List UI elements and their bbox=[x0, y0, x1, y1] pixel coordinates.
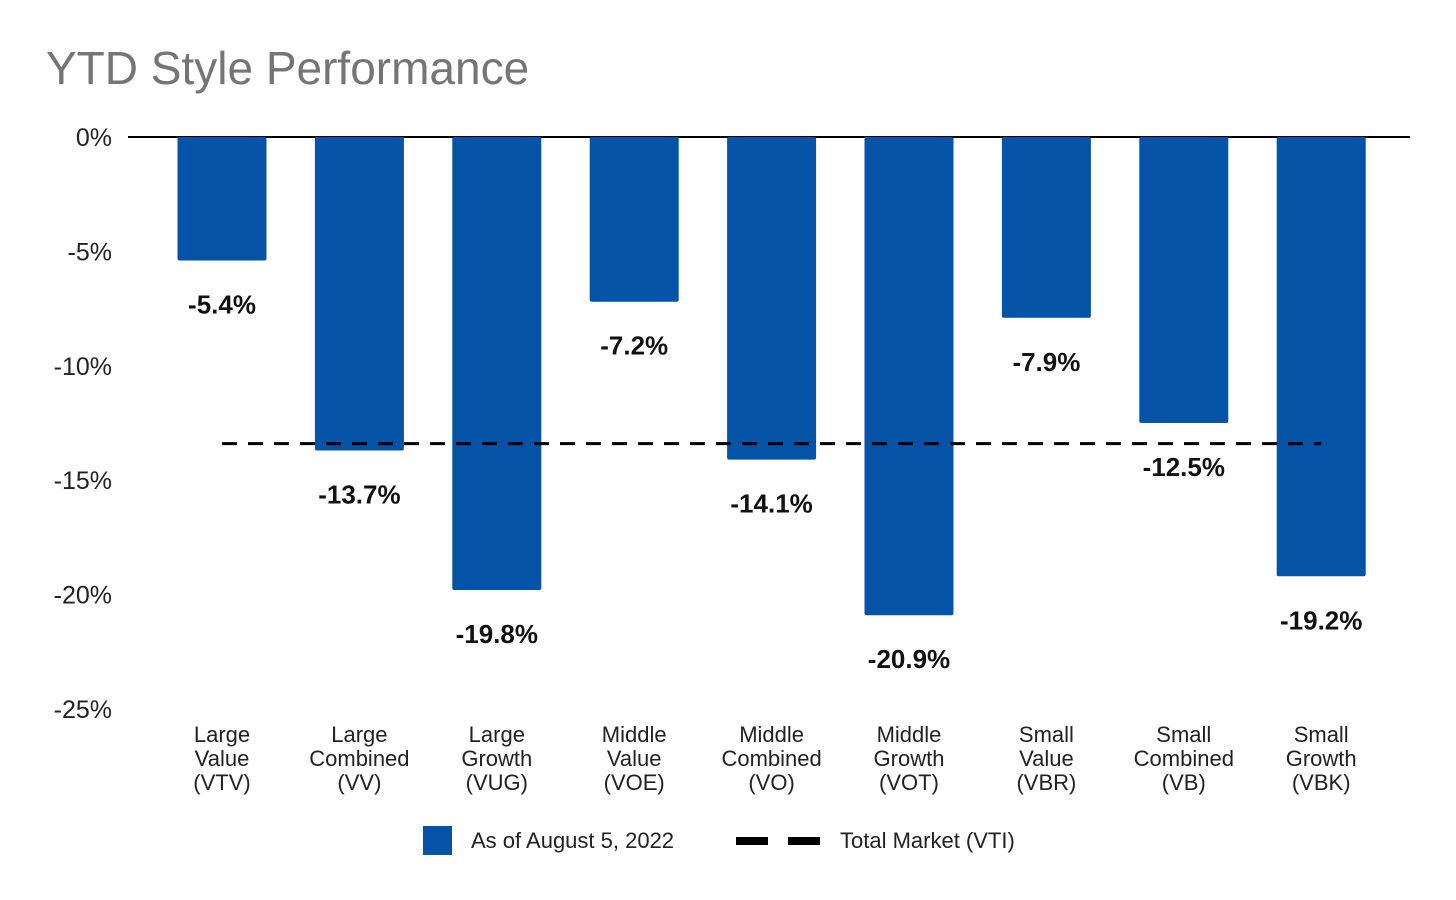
x-category-label: Middle Growth (VOT) bbox=[874, 722, 945, 795]
x-category-label: Middle Value (VOE) bbox=[602, 722, 667, 795]
legend-swatch-series bbox=[423, 826, 452, 855]
x-category-line: (VOE) bbox=[604, 770, 665, 795]
bar bbox=[1139, 137, 1229, 423]
x-category-label: Large Growth (VUG) bbox=[461, 722, 532, 795]
x-category-line: Large bbox=[331, 722, 387, 747]
x-category-line: Small bbox=[1294, 722, 1349, 747]
y-tick-label: -25% bbox=[54, 696, 112, 724]
x-category-line: Large bbox=[194, 722, 250, 747]
x-axis: Large Value (VTV)Large Combined (VV)Large Gro… bbox=[193, 722, 1356, 795]
legend-label-series: As of August 5, 2022 bbox=[471, 828, 674, 853]
x-category-line: Small bbox=[1019, 722, 1074, 747]
x-category-label: Small Value (VBR) bbox=[1016, 722, 1076, 795]
x-category-line: Small bbox=[1156, 722, 1211, 747]
x-category-line: (VOT) bbox=[879, 770, 939, 795]
data-label: -19.2% bbox=[1280, 605, 1362, 635]
legend-label-reference: Total Market (VTI) bbox=[840, 828, 1015, 853]
bar bbox=[452, 137, 542, 591]
data-label: -7.9% bbox=[1012, 347, 1080, 377]
bars bbox=[177, 137, 1366, 616]
y-tick-label: -5% bbox=[68, 238, 112, 266]
y-tick-label: 0% bbox=[76, 124, 112, 152]
x-category-line: Value bbox=[1019, 746, 1074, 771]
bar bbox=[177, 137, 267, 261]
bar bbox=[1001, 137, 1091, 318]
bar bbox=[1276, 137, 1366, 577]
data-label: -5.4% bbox=[188, 290, 256, 320]
x-category-line: (VTV) bbox=[193, 770, 250, 795]
x-category-line: (VV) bbox=[337, 770, 381, 795]
data-label: -19.8% bbox=[456, 619, 538, 649]
x-category-line: (VB) bbox=[1162, 770, 1206, 795]
y-tick-label: -10% bbox=[54, 353, 112, 381]
bar bbox=[314, 137, 404, 451]
x-category-line: Combined bbox=[721, 746, 821, 771]
bar bbox=[864, 137, 954, 616]
x-category-label: Large Combined (VV) bbox=[309, 722, 409, 795]
data-label: -12.5% bbox=[1143, 452, 1225, 482]
x-category-line: Growth bbox=[1286, 746, 1357, 771]
x-category-line: Growth bbox=[461, 746, 532, 771]
x-category-line: Value bbox=[195, 746, 250, 771]
x-category-label: Middle Combined (VO) bbox=[721, 722, 821, 795]
x-category-line: (VO) bbox=[748, 770, 794, 795]
x-category-line: Large bbox=[469, 722, 525, 747]
data-label: -20.9% bbox=[868, 644, 950, 674]
x-category-line: (VBR) bbox=[1016, 770, 1076, 795]
x-category-label: Large Value (VTV) bbox=[193, 722, 250, 795]
legend: As of August 5, 2022 Total Market (VTI) bbox=[423, 826, 1015, 855]
x-category-line: Middle bbox=[739, 722, 804, 747]
data-label: -13.7% bbox=[318, 479, 400, 509]
x-category-line: Middle bbox=[602, 722, 667, 747]
x-category-line: Combined bbox=[1134, 746, 1234, 771]
y-tick-label: -20% bbox=[54, 582, 112, 610]
x-category-line: Middle bbox=[877, 722, 942, 747]
x-category-line: Combined bbox=[309, 746, 409, 771]
x-category-line: (VUG) bbox=[466, 770, 528, 795]
x-category-line: Value bbox=[607, 746, 662, 771]
data-label: -14.1% bbox=[730, 489, 812, 519]
x-category-label: Small Combined (VB) bbox=[1134, 722, 1234, 795]
y-tick-label: -15% bbox=[54, 467, 112, 495]
bar bbox=[589, 137, 679, 302]
x-category-label: Small Growth (VBK) bbox=[1286, 722, 1357, 795]
data-labels: -5.4% -13.7% -19.8% -7.2% -14.1% -20.9% -7.9% -… bbox=[188, 290, 1362, 675]
x-category-line: Growth bbox=[874, 746, 945, 771]
x-category-line: (VBK) bbox=[1292, 770, 1351, 795]
chart-title: YTD Style Performance bbox=[46, 42, 529, 94]
bar bbox=[727, 137, 817, 460]
data-label: -7.2% bbox=[600, 331, 668, 361]
